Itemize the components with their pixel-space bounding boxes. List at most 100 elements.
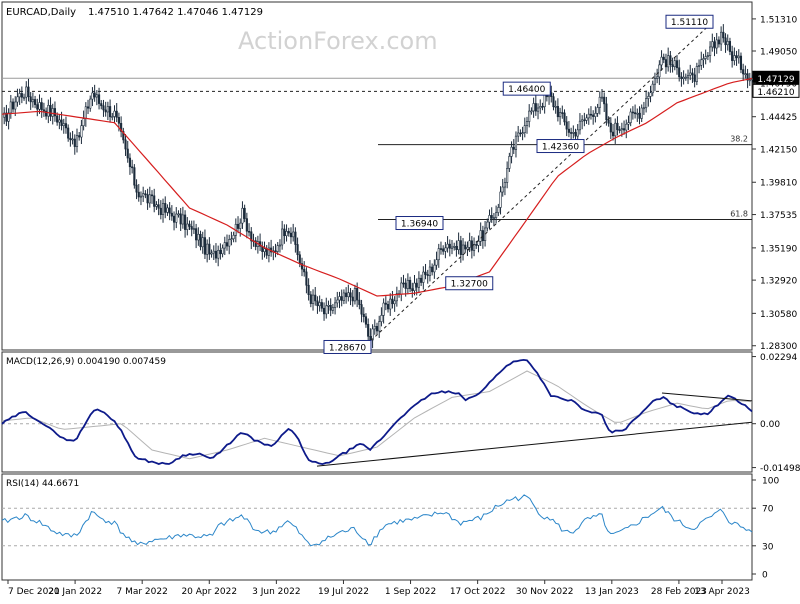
candle-body — [402, 282, 405, 285]
candle-body — [230, 238, 233, 241]
candle-body — [161, 203, 165, 215]
candle-body — [519, 132, 522, 135]
candle-body — [554, 106, 557, 108]
fib-level-label: 61.8 — [730, 209, 748, 218]
candle-body — [596, 107, 599, 114]
candle-body — [51, 108, 54, 117]
candle-body — [11, 101, 15, 110]
candle-body — [9, 101, 12, 114]
candle-body — [409, 279, 412, 289]
candle-body — [585, 117, 588, 121]
candle-body — [16, 96, 19, 103]
candle-body — [461, 244, 465, 255]
candle-body — [31, 99, 34, 103]
candle-body — [583, 119, 586, 122]
candle-body — [342, 292, 345, 301]
candle-body — [203, 237, 207, 255]
candle-body — [497, 207, 500, 213]
candle-body — [347, 292, 350, 298]
candle-body — [292, 231, 295, 238]
candle-body — [219, 249, 222, 255]
candle-body — [263, 248, 266, 252]
date-axis-label: 20 Apr 2022 — [181, 587, 237, 597]
trend-line — [370, 21, 714, 341]
candle-body — [428, 266, 432, 276]
candle-body — [728, 41, 732, 52]
candle-body — [534, 103, 537, 112]
candle-body — [104, 109, 107, 113]
candle-body — [78, 135, 81, 138]
candle-body — [336, 299, 339, 304]
rsi-axis-label: 70 — [762, 505, 774, 515]
candle-body — [431, 266, 434, 273]
candle-body — [656, 76, 659, 79]
price-axis-label: 1.30580 — [760, 310, 797, 320]
candle-body — [331, 307, 334, 311]
price-axis-label: 1.35190 — [760, 244, 797, 254]
price-annotation: 1.42360 — [536, 139, 585, 154]
candle-body — [559, 112, 562, 118]
candle-body — [184, 214, 187, 230]
candle-body — [334, 302, 337, 308]
candle-body — [720, 31, 723, 45]
date-axis-label: 30 Nov 2022 — [516, 587, 574, 597]
candle-body — [413, 282, 416, 291]
candle-body — [724, 37, 727, 46]
macd-signal-line — [1, 370, 753, 460]
annotation-label: 1.36940 — [401, 220, 438, 230]
candle-body — [702, 58, 705, 61]
candle-body — [622, 128, 626, 131]
annotation-box — [395, 216, 444, 231]
candle-body — [117, 117, 120, 124]
candle-body — [717, 39, 720, 45]
candle-body — [71, 138, 74, 141]
candle-body — [188, 223, 191, 227]
candle-body — [605, 103, 608, 121]
candle-body — [305, 271, 308, 286]
price-axis-label: 1.37535 — [760, 211, 797, 221]
candle-body — [168, 207, 171, 214]
candle-body — [492, 217, 495, 219]
candle-body — [629, 111, 632, 123]
price-axis-label: 1.49050 — [760, 48, 797, 58]
candle-body — [499, 191, 502, 208]
candle-body — [40, 102, 43, 111]
candle-body — [691, 72, 694, 76]
candle-body — [353, 288, 357, 302]
candle-body — [594, 113, 597, 117]
price-axis-label: 1.51310 — [760, 15, 797, 25]
main-pane-frame — [1, 1, 753, 351]
candle-body — [433, 264, 436, 273]
candle-body — [647, 96, 650, 99]
candle-body — [278, 244, 282, 247]
candle-body — [631, 111, 634, 114]
candle-body — [106, 106, 109, 113]
candle-body — [60, 119, 63, 126]
candle-body — [210, 252, 213, 255]
candle-body — [166, 207, 169, 213]
price-badge-label: 1.47129 — [757, 75, 794, 85]
candle-body — [739, 55, 743, 70]
candle-body — [662, 56, 665, 60]
macd-axis-label: 0.02294 — [760, 353, 797, 363]
candle-body — [576, 129, 579, 137]
candle-body — [241, 207, 244, 224]
candle-body — [287, 231, 290, 234]
candle-body — [640, 107, 643, 119]
candle-body — [53, 108, 57, 117]
candle-body — [5, 112, 8, 122]
candle-body — [521, 132, 524, 134]
candle-body — [678, 67, 681, 78]
candle-body — [391, 298, 394, 305]
candle-body — [144, 193, 147, 195]
candle-body — [309, 294, 312, 304]
candle-body — [386, 304, 390, 310]
candle-body — [303, 268, 306, 273]
candle-body — [574, 132, 577, 137]
candle-body — [243, 207, 246, 219]
candle-body — [561, 112, 564, 114]
candle-body — [250, 231, 253, 242]
date-axis-label: 20 Jan 2022 — [48, 587, 102, 597]
annotation-label: 1.28670 — [329, 343, 366, 353]
